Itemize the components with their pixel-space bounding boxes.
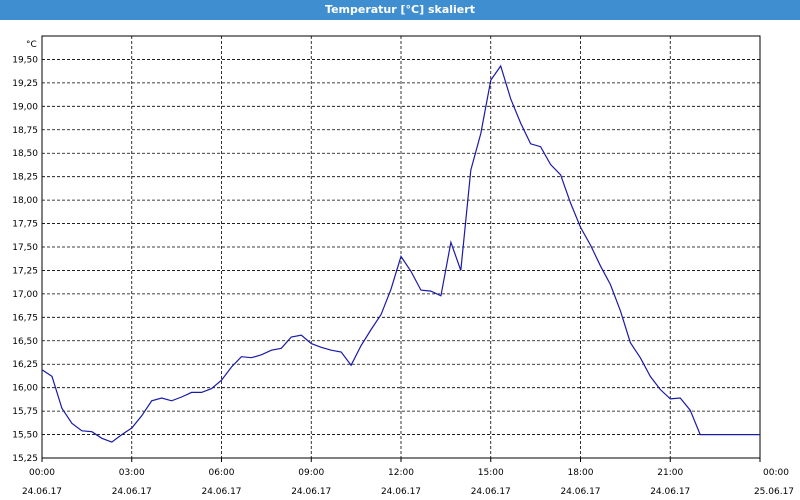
- y-tick-label: 15,75: [12, 407, 38, 417]
- x-tick-time-label: 12:00: [388, 468, 414, 478]
- x-tick-time-label: 15:00: [478, 468, 504, 478]
- y-tick-label: 18,25: [12, 173, 38, 183]
- y-tick-label: 17,50: [12, 243, 38, 253]
- x-tick-date-label: 24.06.17: [650, 487, 690, 497]
- y-tick-label: 19,00: [12, 102, 38, 112]
- x-tick-date-label: 24.06.17: [471, 487, 511, 497]
- x-axis-ticks: 00:00 24.06.17 03:00 24.06.17 06:00 24.06.17 0…: [22, 458, 794, 497]
- y-tick-label: 16,75: [12, 313, 38, 323]
- y-axis-ticks: 19,50 19,25 19,00 18,75 18,50 18,25 18,00 17,75…: [12, 55, 38, 464]
- y-tick-label: 17,25: [12, 266, 38, 276]
- y-tick-label: 15,25: [12, 454, 38, 464]
- x-tick-date-label: 24.06.17: [381, 487, 421, 497]
- y-tick-label: 16,50: [12, 337, 38, 347]
- x-tick-time-label: 03:00: [119, 468, 145, 478]
- y-tick-label: 15,50: [12, 431, 38, 441]
- y-tick-label: 16,00: [12, 384, 38, 394]
- x-tick-date-label: 24.06.17: [112, 487, 152, 497]
- x-tick-time-label: 18:00: [568, 468, 594, 478]
- plot-area: [41, 35, 761, 459]
- x-tick-time-label: 06:00: [209, 468, 235, 478]
- x-tick-date-label: 25.06.17: [754, 487, 794, 497]
- x-tick-time-label: 00:00: [763, 468, 789, 478]
- x-tick-time-label: 21:00: [657, 468, 683, 478]
- y-tick-label: 19,25: [12, 79, 38, 89]
- temperature-series-line: [41, 64, 760, 443]
- y-tick-label: 17,00: [12, 290, 38, 300]
- x-tick-date-label: 24.06.17: [291, 487, 331, 497]
- y-axis-unit-label: °C: [26, 40, 37, 50]
- y-tick-label: 17,75: [12, 220, 38, 230]
- x-tick-time-label: 00:00: [29, 468, 55, 478]
- x-tick-date-label: 24.06.17: [560, 487, 600, 497]
- y-tick-label: 19,50: [12, 55, 38, 65]
- window-title: Temperatur [°C] skaliert: [0, 0, 800, 20]
- y-tick-label: 18,50: [12, 149, 38, 159]
- temperature-line-chart: °C 19,50 19,25 19,00 18,75 18,50 18,25 18,00 17…: [12, 35, 794, 497]
- y-tick-label: 18,00: [12, 196, 38, 206]
- x-tick-time-label: 09:00: [298, 468, 324, 478]
- x-tick-date-label: 24.06.17: [201, 487, 241, 497]
- y-tick-label: 16,25: [12, 360, 38, 370]
- grid-lines: [41, 36, 761, 459]
- y-tick-label: 18,75: [12, 126, 38, 136]
- x-tick-date-label: 24.06.17: [22, 487, 62, 497]
